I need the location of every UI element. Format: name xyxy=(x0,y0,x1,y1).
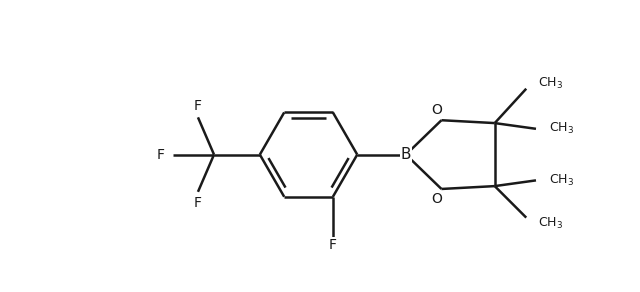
Text: F: F xyxy=(194,196,202,210)
Text: CH$_3$: CH$_3$ xyxy=(549,121,574,136)
Text: F: F xyxy=(156,147,164,161)
Text: O: O xyxy=(431,192,442,206)
Text: O: O xyxy=(431,103,442,117)
Text: CH$_3$: CH$_3$ xyxy=(538,75,563,91)
Text: B: B xyxy=(401,147,411,162)
Text: CH$_3$: CH$_3$ xyxy=(538,216,563,231)
Text: F: F xyxy=(194,99,202,113)
Text: CH$_3$: CH$_3$ xyxy=(549,173,574,188)
Text: F: F xyxy=(329,238,337,252)
